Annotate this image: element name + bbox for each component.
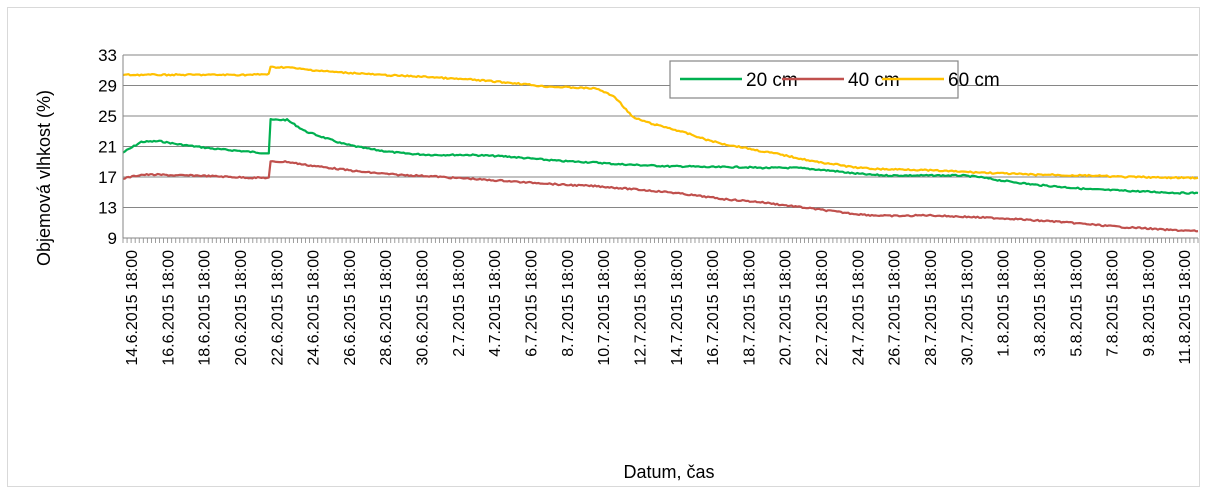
x-tick-label: 24.6.2015 18:00	[306, 250, 323, 366]
y-tick-label: 21	[98, 138, 117, 157]
y-tick-label: 13	[98, 199, 117, 218]
x-tick-label: 18.7.2015 18:00	[741, 250, 758, 366]
y-tick-label: 9	[108, 229, 117, 248]
gridlines	[123, 54, 1198, 239]
legend: 20 cm 40 cm 60 cm	[669, 60, 1000, 99]
x-tick-label: 3.8.2015 18:00	[1032, 250, 1049, 357]
x-tick-label: 11.8.2015 18:00	[1177, 250, 1194, 365]
x-tick-label: 26.7.2015 18:00	[887, 250, 904, 366]
x-tick-label: 14.7.2015 18:00	[669, 250, 686, 366]
axes	[122, 55, 1199, 243]
x-tick-label: 20.6.2015 18:00	[233, 250, 250, 366]
y-tick-labels: 9 13 17 21 25 29 33	[98, 46, 117, 248]
x-tick-label: 22.7.2015 18:00	[814, 250, 831, 366]
y-tick-label: 29	[98, 77, 117, 96]
x-tick-label: 22.6.2015 18:00	[269, 250, 286, 366]
legend-label: 20 cm	[746, 70, 798, 91]
x-tick-label: 1.8.2015 18:00	[996, 250, 1013, 357]
x-tick-label: 9.8.2015 18:00	[1141, 250, 1158, 357]
series-line-20cm	[122, 118, 1199, 195]
y-tick-label: 25	[98, 107, 117, 126]
line-chart: 14.6.2015 18:00 16.6.2015 18:00 18.6.2015 …	[34, 46, 1199, 482]
x-tick-label: 12.7.2015 18:00	[632, 250, 649, 366]
y-axis-label: Objemová vlhkost (%)	[34, 90, 54, 266]
x-tick-labels: 14.6.2015 18:00 16.6.2015 18:00 18.6.2015 …	[124, 250, 1194, 366]
x-tick-label: 28.6.2015 18:00	[378, 250, 395, 366]
x-tick-label: 14.6.2015 18:00	[124, 250, 141, 366]
legend-label: 40 cm	[848, 70, 900, 91]
y-tick-label: 33	[98, 46, 117, 65]
x-tick-label: 4.7.2015 18:00	[487, 250, 504, 357]
x-tick-label: 18.6.2015 18:00	[197, 250, 214, 366]
x-tick-label: 10.7.2015 18:00	[596, 250, 613, 366]
x-tick-label: 26.6.2015 18:00	[342, 250, 359, 366]
series-layer	[122, 65, 1199, 233]
x-tick-label: 6.7.2015 18:00	[523, 250, 540, 357]
x-tick-label: 7.8.2015 18:00	[1105, 250, 1122, 357]
series-line-60cm	[122, 65, 1199, 180]
x-tick-label: 28.7.2015 18:00	[923, 250, 940, 366]
series-line-40cm	[122, 160, 1199, 233]
chart-area: 14.6.2015 18:00 16.6.2015 18:00 18.6.2015 …	[7, 7, 1200, 487]
legend-label: 60 cm	[948, 70, 1000, 91]
x-tick-label: 8.7.2015 18:00	[560, 250, 577, 357]
y-tick-label: 17	[98, 168, 117, 187]
x-tick-label: 16.6.2015 18:00	[160, 250, 177, 366]
x-tick-label: 20.7.2015 18:00	[778, 250, 795, 366]
x-axis-label: Datum, čas	[623, 462, 714, 482]
x-tick-label: 30.6.2015 18:00	[415, 250, 432, 366]
x-tick-label: 5.8.2015 18:00	[1068, 250, 1085, 357]
x-tick-label: 24.7.2015 18:00	[850, 250, 867, 366]
x-tick-label: 16.7.2015 18:00	[705, 250, 722, 366]
x-tick-label: 2.7.2015 18:00	[451, 250, 468, 357]
x-tick-label: 30.7.2015 18:00	[959, 250, 976, 366]
